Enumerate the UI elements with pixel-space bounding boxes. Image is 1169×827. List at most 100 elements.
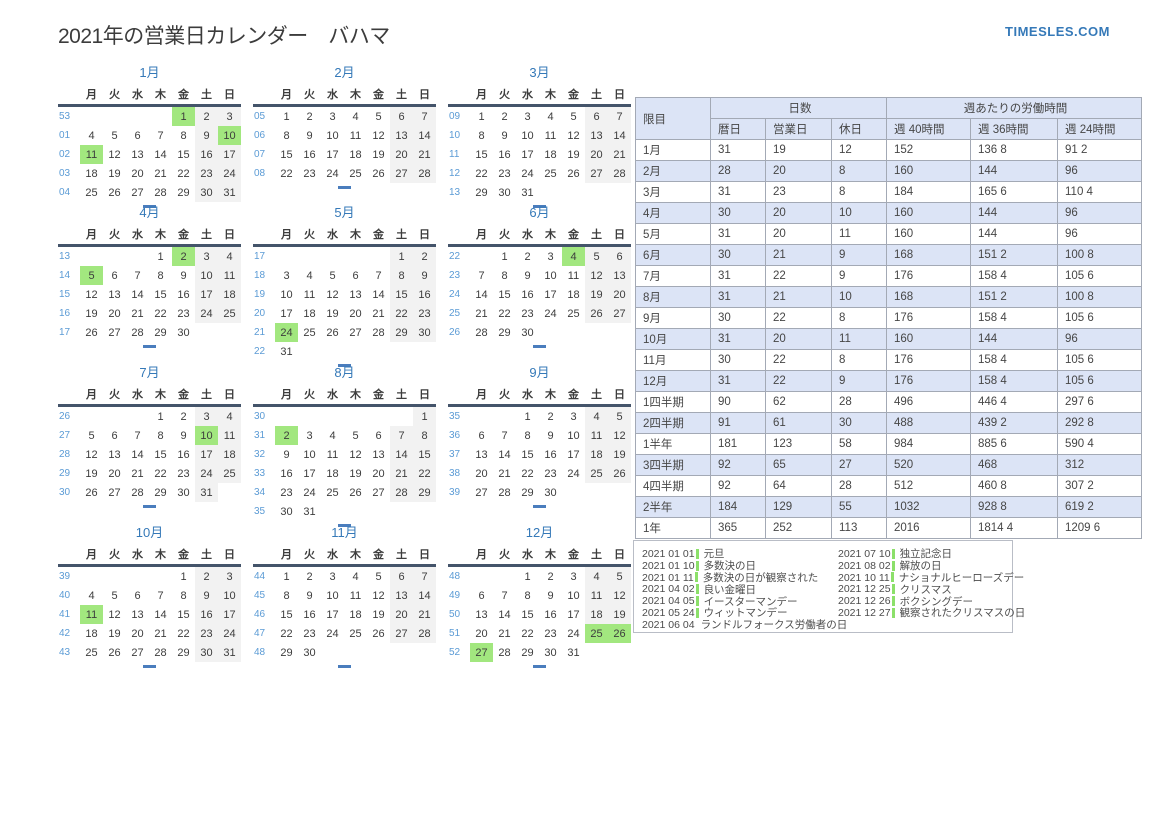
day-cell: 10 (326, 589, 339, 602)
day-cell: 1 (172, 105, 195, 126)
empty-day-cell (390, 643, 413, 662)
holiday-date: 2021 04 02 (642, 583, 695, 596)
day-cell: 7 (478, 269, 485, 282)
empty-day-cell (321, 502, 344, 521)
day-cell: 1 (180, 570, 187, 583)
day-cell: 10 (218, 126, 241, 145)
stats-row: 1月 31 19 12 152 136 8 91 2 (635, 139, 1142, 161)
day-cell: 30 (177, 486, 190, 499)
stats-value-cell: 619 2 (1057, 496, 1142, 518)
day-cell: 18 (585, 605, 608, 624)
holiday-entry: 2021 12 26 ボクシングデー (838, 595, 1025, 608)
weekday-header: 土 (591, 389, 602, 401)
weekday-header: 土 (201, 89, 212, 101)
day-cell: 26 (372, 167, 385, 180)
week-number: 19 (254, 289, 266, 300)
stats-corner-header: 限目 (635, 97, 711, 140)
stats-row-label: 11月 (635, 349, 711, 371)
day-cell: 1 (501, 250, 508, 263)
stats-value-cell: 144 (970, 328, 1058, 350)
holidays-column: 2021 07 10 独立記念日 2021 08 02 解放の日 2021 10 11 ナ… (838, 548, 1025, 632)
weekday-header: 木 (545, 229, 556, 241)
stats-value-cell: 158 4 (970, 265, 1058, 287)
day-cell: 6 (390, 105, 413, 126)
day-cell: 31 (567, 646, 580, 659)
week-number: 13 (449, 187, 461, 198)
day-cell: 23 (280, 486, 293, 499)
stats-row: 1年 365 252 113 2016 1814 4 1209 6 (635, 517, 1142, 539)
stats-value-cell: 176 (886, 349, 971, 371)
stats-value-cell: 307 2 (1057, 475, 1142, 497)
week-number: 48 (254, 647, 266, 658)
stats-value-cell: 158 4 (970, 307, 1058, 329)
day-cell: 17 (521, 148, 534, 161)
day-cell: 7 (157, 589, 164, 602)
day-cell: 25 (585, 624, 608, 643)
day-cell: 9 (306, 129, 313, 142)
day-cell: 15 (498, 288, 511, 301)
stats-value-cell: 8 (831, 307, 887, 329)
weekday-header: 日 (224, 229, 235, 241)
day-cell: 30 (521, 326, 534, 339)
holiday-entry: 2021 01 11 多数決の日が観察された (642, 572, 838, 585)
week-number: 15 (59, 289, 71, 300)
stats-row-label: 3月 (635, 181, 711, 203)
empty-day-cell (562, 483, 585, 502)
day-cell: 25 (544, 167, 557, 180)
week-row: 29 19 20 21 22 23 24 25 (58, 464, 241, 483)
week-number: 47 (254, 628, 266, 639)
weekday-corner (58, 224, 80, 246)
week-number: 35 (449, 411, 461, 422)
day-cell: 24 (303, 486, 316, 499)
day-cell: 24 (521, 167, 534, 180)
empty-day-cell (126, 246, 149, 267)
day-cell: 25 (349, 627, 362, 640)
day-cell: 23 (177, 467, 190, 480)
week-row: 48 1 2 3 4 5 (448, 565, 631, 586)
day-cell: 16 (498, 148, 511, 161)
week-row: 22 1 2 3 4 5 6 (448, 245, 631, 266)
day-cell: 12 (372, 129, 385, 142)
day-cell: 11 (326, 448, 339, 461)
stats-value-cell: 144 (970, 160, 1058, 182)
day-cell: 21 (131, 307, 144, 320)
week-number: 33 (254, 468, 266, 479)
week-row: 08 22 23 24 25 26 27 28 (253, 164, 436, 183)
week-row: 47 22 23 24 25 26 27 28 (253, 624, 436, 643)
day-cell: 2 (275, 426, 298, 445)
week-number: 22 (254, 346, 266, 357)
day-cell: 5 (111, 589, 118, 602)
month-table: 月火水木金土日 05 1 2 3 4 5 6 7 06 8 9 10 11 12 13 14 07 15 16 17 18… (253, 84, 436, 183)
timesles-logo-link[interactable]: TIMESLES.COM (1005, 24, 1110, 39)
stats-value-cell: 105 6 (1057, 349, 1142, 371)
stats-row-label: 2半年 (635, 496, 711, 518)
weekday-corner (253, 224, 275, 246)
empty-day-cell (321, 342, 344, 361)
day-cell: 5 (585, 245, 608, 266)
stats-value-cell: 176 (886, 370, 971, 392)
holiday-name: 良い金曜日 (703, 583, 757, 596)
day-cell: 29 (280, 646, 293, 659)
day-cell: 25 (349, 167, 362, 180)
weekday-header: 日 (614, 229, 625, 241)
week-number: 01 (59, 130, 71, 141)
stats-value-cell: 10 (831, 202, 887, 224)
day-cell: 24 (195, 304, 218, 323)
week-row: 45 8 9 10 11 12 13 14 (253, 586, 436, 605)
day-cell: 1 (413, 405, 436, 426)
month-title: 5月 (334, 205, 355, 220)
stats-value-cell: 92 (710, 475, 766, 497)
stats-value-cell: 110 4 (1057, 181, 1142, 203)
week-number: 39 (59, 571, 71, 582)
page-title: 2021年の営業日カレンダー バハマ (58, 25, 390, 48)
week-number: 24 (449, 289, 461, 300)
empty-day-cell (103, 406, 126, 427)
weekday-header: 金 (178, 389, 189, 401)
day-cell: 6 (478, 589, 485, 602)
day-cell: 1 (283, 570, 290, 583)
day-cell: 11 (567, 269, 580, 282)
day-cell: 31 (280, 345, 293, 358)
week-row: 40 4 5 6 7 8 9 10 (58, 586, 241, 605)
stats-value-cell: 20 (765, 328, 832, 350)
week-number: 46 (254, 609, 266, 620)
